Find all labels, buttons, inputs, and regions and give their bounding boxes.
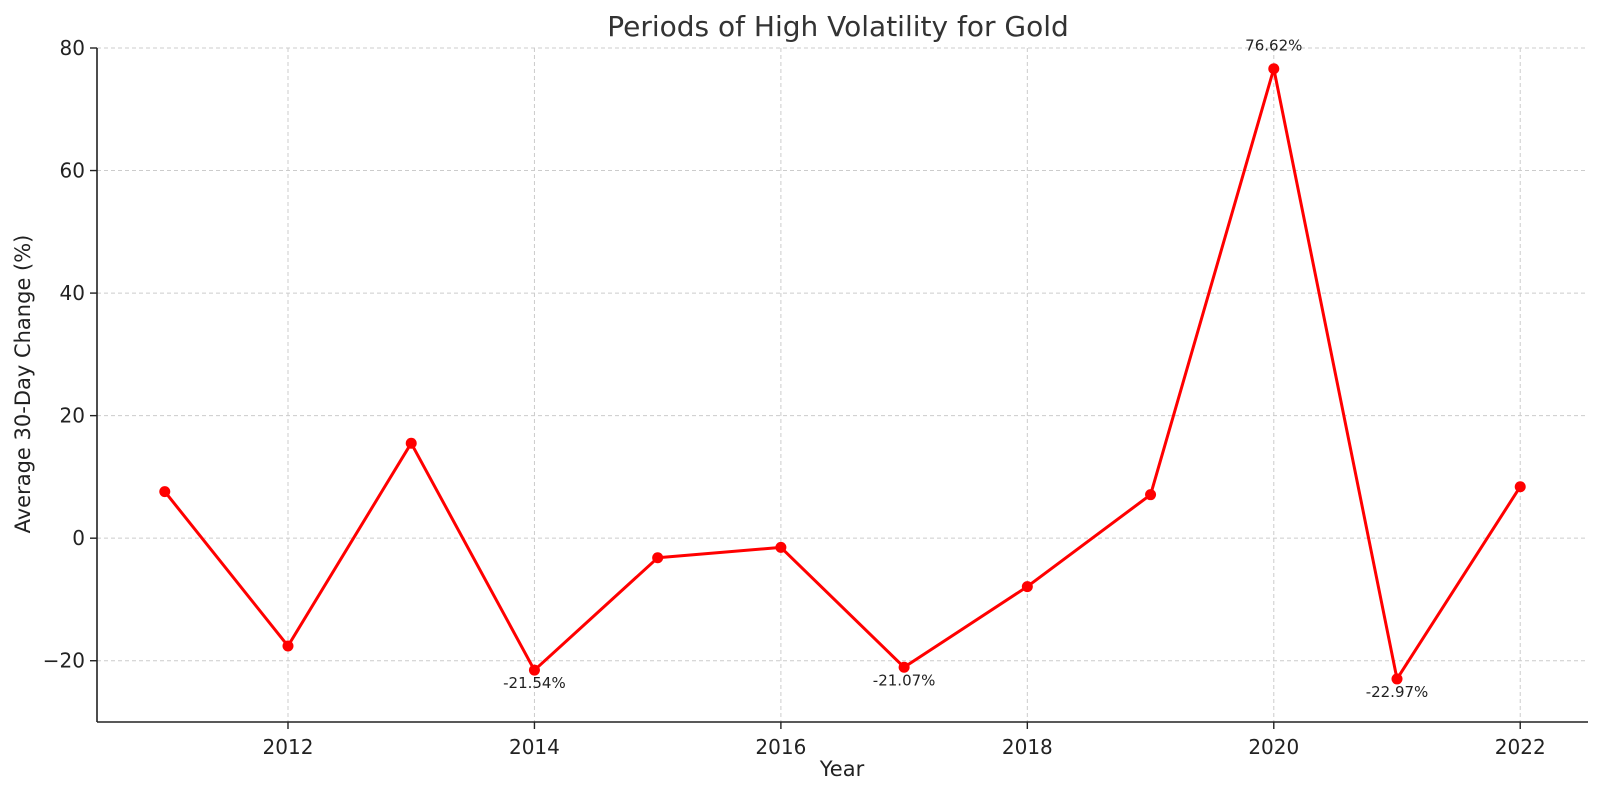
y-tick-label: 20 (60, 404, 85, 428)
x-ticks: 2012 2014 2016 2018 2020 2022 (263, 722, 1546, 759)
x-tick-label: 2012 (263, 735, 314, 759)
data-point (652, 552, 664, 564)
grid (97, 47, 1588, 722)
data-point (898, 661, 910, 673)
data-point (159, 486, 171, 498)
y-tick-label: −20 (43, 649, 85, 673)
y-axis-label: Average 30-Day Change (%) (11, 235, 35, 534)
data-point (1514, 481, 1526, 493)
x-tick-label: 2018 (1002, 735, 1053, 759)
y-tick-label: 0 (72, 526, 85, 550)
series-layer (159, 63, 1526, 685)
data-point (775, 541, 787, 553)
x-tick-label: 2022 (1495, 735, 1546, 759)
x-tick-label: 2016 (755, 735, 806, 759)
x-tick-label: 2014 (509, 735, 560, 759)
y-tick-label: 40 (60, 281, 85, 305)
data-label: 76.62% (1245, 37, 1302, 55)
data-point (1391, 673, 1403, 685)
data-point (1145, 489, 1157, 501)
annotation-layer: -21.54% -21.07% 76.62% -22.97% (503, 37, 1428, 701)
y-tick-label: 60 (60, 159, 85, 183)
chart-title: Periods of High Volatility for Gold (607, 10, 1069, 43)
data-label: -21.07% (873, 671, 936, 689)
x-tick-label: 2020 (1248, 735, 1299, 759)
data-label: -21.54% (503, 674, 566, 692)
axes (96, 48, 1588, 723)
data-point (528, 664, 540, 676)
data-point (1021, 581, 1033, 593)
y-ticks: −20 0 20 40 60 80 (43, 36, 97, 673)
x-axis-label: Year (819, 757, 865, 781)
data-label: -22.97% (1366, 683, 1429, 701)
data-point (1268, 63, 1280, 75)
data-point (282, 640, 294, 652)
data-point (405, 437, 417, 449)
series-line (163, 67, 1522, 681)
y-tick-label: 80 (60, 36, 85, 60)
